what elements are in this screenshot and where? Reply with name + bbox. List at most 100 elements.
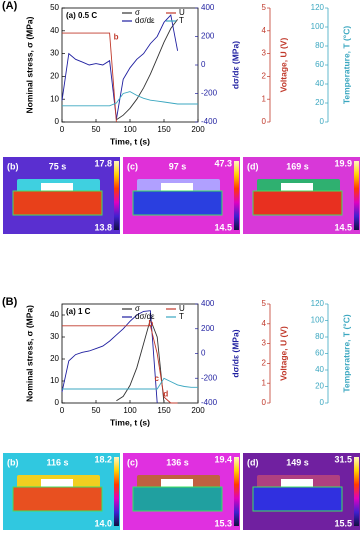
battery-body — [252, 190, 343, 216]
thermal-image: (b) 116 s 18.2 14.0 — [3, 453, 120, 530]
x-tick-label: 100 — [123, 406, 137, 415]
y3-tick-label: 4 — [262, 26, 267, 35]
battery-body — [12, 486, 103, 512]
thermal-image: (b) 75 s 17.8 13.8 — [3, 157, 120, 234]
x-tick-label: 150 — [157, 406, 171, 415]
plot-frame — [61, 7, 199, 123]
thermal-max: 17.8 — [94, 158, 112, 168]
series-line — [61, 310, 158, 404]
legend-label: T — [179, 312, 184, 321]
x-axis-title: Time, t (s) — [110, 136, 150, 146]
thermal-min: 15.3 — [214, 518, 232, 528]
y3-axis-title: Voltage, U (V) — [278, 38, 288, 93]
series-line — [116, 317, 198, 404]
y3-tick-label: 4 — [262, 319, 267, 328]
y3-tick-label: 0 — [262, 117, 267, 126]
series-line — [62, 32, 117, 123]
x-tick-label: 150 — [157, 125, 171, 134]
y4-tick-label: 60 — [315, 60, 324, 69]
y2-axis-title: dσ/dε (MPa) — [230, 329, 240, 377]
thermal-max: 31.5 — [334, 454, 352, 464]
y-tick-label: 30 — [50, 332, 59, 341]
y4-tick-label: 100 — [311, 316, 325, 325]
battery-body — [12, 190, 103, 216]
y4-tick-label: 40 — [315, 79, 324, 88]
legend-label: σ — [135, 304, 140, 313]
x-tick-label: 50 — [92, 406, 101, 415]
y4-axis-title: Temperature, T (°C) — [341, 26, 351, 105]
panel-label: (A) — [2, 0, 18, 12]
battery-tab — [41, 183, 73, 191]
annotation: b — [148, 319, 153, 328]
y3-tick-label: 3 — [262, 49, 267, 58]
x-tick-label: 50 — [92, 125, 101, 134]
thermal-image: (d) 149 s 31.5 15.5 — [243, 453, 360, 530]
legend-label: σ — [135, 8, 140, 17]
thermal-min: 14.5 — [334, 222, 352, 232]
battery-body — [132, 190, 223, 216]
legend-label: U — [179, 304, 185, 313]
legend-label: dσ/dε — [135, 312, 155, 321]
y-tick-label: 10 — [50, 94, 59, 103]
thermal-label: (c) — [127, 161, 138, 171]
thermal-label: (d) — [247, 161, 259, 171]
y3-tick-label: 2 — [262, 359, 267, 368]
thermal-image: (d) 169 s 19.9 14.5 — [243, 157, 360, 234]
legend-label: T — [179, 16, 184, 25]
thermal-time: 149 s — [286, 457, 309, 467]
y4-tick-label: 20 — [315, 382, 324, 391]
y2-tick-label: 400 — [201, 3, 215, 12]
y-tick-label: 40 — [50, 26, 59, 35]
thermal-min: 14.0 — [94, 518, 112, 528]
y-axis-title: Nominal stress, σ (MPa) — [24, 16, 34, 113]
y4-axis-title: Temperature, T (°C) — [341, 314, 351, 393]
y3-tick-label: 5 — [262, 299, 267, 308]
thermal-label: (c) — [127, 457, 138, 467]
legend-label: U — [179, 8, 185, 17]
battery-body — [252, 486, 343, 512]
y2-tick-label: 400 — [201, 299, 215, 308]
y-tick-label: 20 — [50, 354, 59, 363]
thermal-max: 47.3 — [214, 158, 232, 168]
thermal-max: 19.4 — [214, 454, 232, 464]
annotation: b — [114, 33, 119, 42]
colorbar — [354, 457, 359, 526]
colorbar — [114, 457, 119, 526]
y4-tick-label: 100 — [311, 22, 325, 31]
y4-tick-label: 20 — [315, 98, 324, 107]
legend-label: dσ/dε — [135, 16, 155, 25]
y3-tick-label: 0 — [262, 398, 267, 407]
y-axis-title: Nominal stress, σ (MPa) — [24, 305, 34, 402]
battery-tab — [281, 479, 313, 487]
colorbar — [234, 457, 239, 526]
battery-body — [132, 486, 223, 512]
y4-tick-label: 0 — [320, 398, 325, 407]
y3-axis-title: Voltage, U (V) — [278, 326, 288, 381]
x-tick-label: 0 — [60, 125, 65, 134]
thermal-image: (c) 97 s 47.3 14.5 — [123, 157, 240, 234]
y2-tick-label: 200 — [201, 324, 215, 333]
plot-frame — [61, 303, 199, 404]
x-axis-title: Time, t (s) — [110, 417, 150, 427]
panel-label: (B) — [2, 296, 18, 308]
y2-tick-label: 0 — [201, 60, 206, 69]
y-tick-label: 10 — [50, 376, 59, 385]
y4-tick-label: 0 — [320, 117, 325, 126]
y4-tick-label: 40 — [315, 365, 324, 374]
y3-tick-label: 5 — [262, 3, 267, 12]
y-tick-label: 20 — [50, 72, 59, 81]
y2-tick-label: 0 — [201, 349, 206, 358]
colorbar — [114, 161, 119, 230]
y3-tick-label: 1 — [262, 378, 267, 387]
y3-tick-label: 2 — [262, 72, 267, 81]
battery-tab — [161, 183, 193, 191]
thermal-label: (d) — [247, 457, 259, 467]
y4-tick-label: 120 — [311, 3, 325, 12]
y2-tick-label: 200 — [201, 32, 215, 41]
battery-tab — [161, 479, 193, 487]
series-line — [116, 19, 178, 121]
thermal-min: 13.8 — [94, 222, 112, 232]
plot-title: (a) 1 C — [66, 307, 91, 316]
x-tick-label: 200 — [191, 125, 205, 134]
